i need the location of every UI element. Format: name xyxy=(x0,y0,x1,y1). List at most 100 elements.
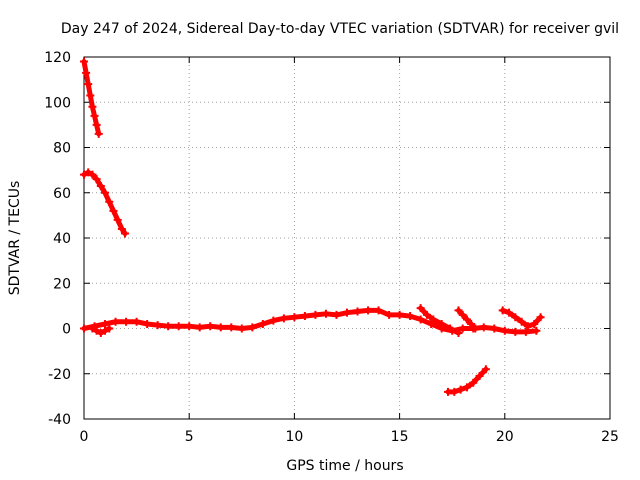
data-point xyxy=(456,385,465,394)
data-point xyxy=(450,387,459,396)
data-point xyxy=(511,313,520,322)
data-point xyxy=(517,317,526,326)
data-point xyxy=(530,319,539,328)
data-point xyxy=(206,322,215,331)
x-tick-label: 25 xyxy=(601,429,619,445)
data-point xyxy=(462,383,471,392)
data-point xyxy=(536,313,545,322)
data-point xyxy=(395,310,404,319)
y-tick-label: 20 xyxy=(53,276,71,292)
data-point xyxy=(174,322,183,331)
y-tick-label: 60 xyxy=(53,186,71,202)
data-point xyxy=(427,319,436,328)
y-tick-label: 0 xyxy=(62,322,71,338)
data-point xyxy=(416,315,425,324)
data-point xyxy=(498,306,507,315)
data-point xyxy=(490,324,499,333)
data-point xyxy=(458,310,467,319)
data-point xyxy=(101,319,110,328)
x-tick-label: 10 xyxy=(285,429,303,445)
data-point xyxy=(505,308,514,317)
series-track-d xyxy=(416,304,463,338)
data-point xyxy=(475,372,484,381)
data-point xyxy=(227,323,236,332)
data-point xyxy=(429,315,438,324)
data-point xyxy=(164,322,173,331)
data-point xyxy=(437,319,446,328)
data-point xyxy=(96,181,105,190)
series-line xyxy=(81,169,128,236)
series-track-c xyxy=(80,306,541,336)
x-tick-label: 20 xyxy=(496,429,514,445)
data-point xyxy=(80,170,88,179)
data-point xyxy=(458,324,467,333)
x-axis-label: GPS time / hours xyxy=(286,458,403,474)
axis-ticks: 0 5 10 15 20 25 -40 -20 0 20 40 60 80 100 120 xyxy=(44,50,619,445)
data-point xyxy=(82,68,91,77)
data-point xyxy=(248,323,257,332)
x-tick-label: 5 xyxy=(185,429,194,445)
data-point xyxy=(88,324,97,333)
data-point xyxy=(185,322,194,331)
data-point xyxy=(101,188,110,197)
data-point xyxy=(237,324,246,333)
data-point xyxy=(101,326,110,335)
data-point xyxy=(406,312,415,321)
series-track-e xyxy=(454,306,480,333)
data-point xyxy=(109,206,118,215)
data-point xyxy=(300,312,309,321)
grid xyxy=(84,57,610,419)
data-point xyxy=(122,317,131,326)
data-point xyxy=(153,321,162,330)
data-point xyxy=(332,310,341,319)
data-point xyxy=(521,327,530,336)
data-point xyxy=(94,129,103,138)
x-tick-label: 0 xyxy=(80,429,89,445)
data-point xyxy=(471,324,480,333)
data-point xyxy=(86,91,95,100)
data-point xyxy=(113,215,122,224)
data-point xyxy=(84,168,93,177)
data-point xyxy=(523,322,532,331)
data-point xyxy=(422,310,431,319)
data-point xyxy=(279,314,288,323)
data-point xyxy=(321,309,330,318)
data-point xyxy=(446,324,455,333)
data-point xyxy=(96,329,105,338)
data-point xyxy=(92,120,101,129)
y-tick-label: -20 xyxy=(48,367,71,383)
data-point xyxy=(132,317,141,326)
data-point xyxy=(80,324,88,333)
data-point xyxy=(479,323,488,332)
data-point xyxy=(374,306,383,315)
plot-frame xyxy=(83,56,611,420)
data-point xyxy=(511,327,520,336)
y-tick-label: 120 xyxy=(44,50,71,66)
data-point xyxy=(143,319,152,328)
y-axis-label: SDTVAR / TECUs xyxy=(7,181,23,296)
data-point xyxy=(105,197,114,206)
data-point xyxy=(105,324,114,333)
data-point xyxy=(416,304,425,313)
data-point xyxy=(462,315,471,324)
data-point xyxy=(88,102,97,111)
series-track-g xyxy=(443,365,490,396)
data-point xyxy=(454,306,463,315)
data-point xyxy=(117,224,126,233)
x-tick-label: 15 xyxy=(391,429,409,445)
y-tick-label: -40 xyxy=(48,412,71,428)
y-tick-label: 40 xyxy=(53,231,71,247)
series-track-b xyxy=(80,168,130,238)
data-point xyxy=(84,80,93,89)
data-point xyxy=(92,326,101,335)
y-tick-label: 80 xyxy=(53,141,71,157)
data-point xyxy=(258,319,267,328)
data-series xyxy=(80,57,545,396)
data-point xyxy=(467,319,476,328)
data-point xyxy=(385,310,394,319)
data-point xyxy=(469,378,478,387)
data-point xyxy=(195,323,204,332)
series-track-a xyxy=(80,57,103,138)
data-point xyxy=(216,323,225,332)
